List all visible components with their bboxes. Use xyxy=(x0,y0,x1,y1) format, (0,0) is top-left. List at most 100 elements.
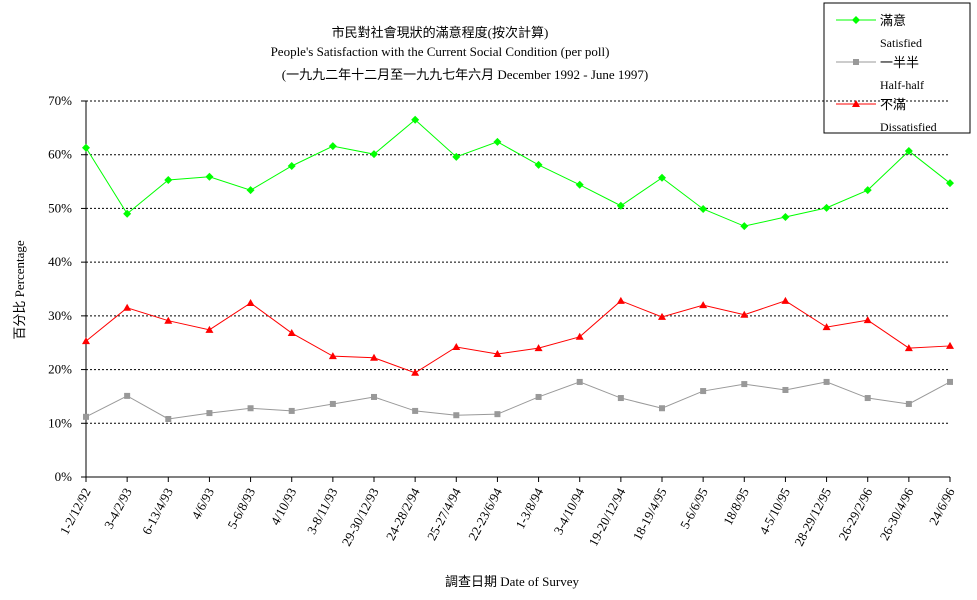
data-point xyxy=(370,150,378,159)
x-tick-label: 24-28/2/94 xyxy=(383,485,423,543)
data-point xyxy=(699,204,708,213)
y-tick-label: 10% xyxy=(48,415,72,430)
x-tick-label: 25-27/4/94 xyxy=(424,485,464,543)
y-tick-label: 30% xyxy=(48,308,72,323)
data-point xyxy=(904,344,913,352)
data-point xyxy=(247,405,254,412)
data-point xyxy=(493,137,502,146)
y-tick-label: 70% xyxy=(48,93,72,108)
x-tick-label: 5-6/6/95 xyxy=(677,485,711,531)
data-point xyxy=(534,344,543,352)
data-point xyxy=(822,323,831,331)
x-tick-label: 4/10/93 xyxy=(267,485,299,527)
x-tick-label: 26-29/2/96 xyxy=(835,485,875,543)
data-point xyxy=(453,412,460,419)
data-point xyxy=(82,337,90,345)
data-point xyxy=(83,413,89,420)
x-tick-label: 19-20/12/94 xyxy=(585,485,628,549)
y-axis-label: 百分比 Percentage xyxy=(12,240,27,340)
data-point xyxy=(863,186,872,195)
data-point xyxy=(123,303,132,311)
x-tick-label: 18/8/95 xyxy=(720,485,752,527)
data-point xyxy=(575,180,584,189)
x-tick-label: 4/6/93 xyxy=(188,485,217,521)
x-tick-label: 3-8/11/93 xyxy=(304,485,341,536)
data-point xyxy=(246,186,255,195)
data-point xyxy=(164,316,173,324)
legend-box xyxy=(823,2,971,134)
x-tick-label: 26-30/4/96 xyxy=(876,485,916,543)
data-point xyxy=(740,222,749,231)
legend-label: Half-half xyxy=(880,78,924,92)
data-point xyxy=(371,393,377,400)
chart-title: 市民對社會現狀的滿意程度(按次計算) xyxy=(332,25,549,40)
data-point xyxy=(287,329,296,337)
data-point xyxy=(123,209,132,218)
data-point xyxy=(124,392,131,399)
x-tick-label: 22-23/6/94 xyxy=(465,485,505,543)
x-tick-label: 24/6/96 xyxy=(926,485,958,528)
data-point xyxy=(328,142,337,151)
x-axis-label: 調查日期 Date of Survey xyxy=(445,574,579,589)
data-point xyxy=(863,316,872,324)
data-point xyxy=(206,410,213,417)
x-tick-label: 5-6/8/93 xyxy=(224,485,258,531)
chart-subtitle: People's Satisfaction with the Current S… xyxy=(271,44,610,59)
series-line xyxy=(85,381,951,420)
data-point xyxy=(493,349,502,357)
data-point xyxy=(782,386,789,393)
data-point xyxy=(946,341,954,349)
data-point xyxy=(329,400,336,407)
data-point xyxy=(946,179,954,188)
data-point xyxy=(947,378,953,385)
legend-marker xyxy=(852,100,860,107)
x-tick-label: 18-19/4/95 xyxy=(630,485,670,542)
legend-marker xyxy=(853,59,859,65)
data-point xyxy=(535,393,542,400)
x-tick-label: 3-4/10/94 xyxy=(550,485,587,537)
data-point xyxy=(82,143,90,152)
legend-label: 滿意 xyxy=(880,13,906,28)
data-point xyxy=(741,381,748,388)
data-point xyxy=(452,343,461,351)
data-point xyxy=(616,296,625,304)
data-point xyxy=(452,152,461,161)
data-point xyxy=(822,203,831,212)
y-tick-label: 0% xyxy=(55,469,73,484)
data-point xyxy=(411,368,420,376)
data-point xyxy=(534,160,543,169)
data-point xyxy=(288,407,295,414)
data-point xyxy=(905,400,912,407)
x-tick-label: 28-29/12/95 xyxy=(791,485,834,548)
series-line xyxy=(85,300,951,374)
y-tick-label: 50% xyxy=(48,200,72,215)
x-tick-label: 29-30/12/93 xyxy=(339,485,382,548)
data-point xyxy=(246,298,255,306)
x-tick-label: 1-3/8/94 xyxy=(512,485,546,531)
data-point xyxy=(658,312,666,320)
data-point xyxy=(575,332,584,340)
x-tick-label: 6-13/4/93 xyxy=(139,485,176,537)
data-point xyxy=(617,395,624,402)
data-point xyxy=(411,115,420,124)
data-point xyxy=(164,175,173,184)
data-point xyxy=(864,395,871,402)
chart-subtitle: (一九九二年十二月至一九九七年六月 December 1992 - June 1… xyxy=(282,67,648,82)
legend-label: 一半半 xyxy=(880,55,919,70)
y-tick-label: 20% xyxy=(48,362,72,377)
x-tick-label: 1-2/12/92 xyxy=(57,485,94,537)
x-tick-label: 4-5/10/95 xyxy=(756,485,793,537)
data-point xyxy=(205,172,214,181)
legend-marker xyxy=(852,16,860,24)
x-tick-label: 3-4/2/93 xyxy=(101,485,135,531)
data-point xyxy=(165,415,172,422)
legend-label: 不滿 xyxy=(880,97,906,112)
data-point xyxy=(205,325,214,333)
data-point xyxy=(904,146,913,155)
data-point xyxy=(287,161,296,170)
data-point xyxy=(576,378,583,385)
data-point xyxy=(494,411,501,418)
data-point xyxy=(781,213,790,222)
data-point xyxy=(700,388,707,395)
